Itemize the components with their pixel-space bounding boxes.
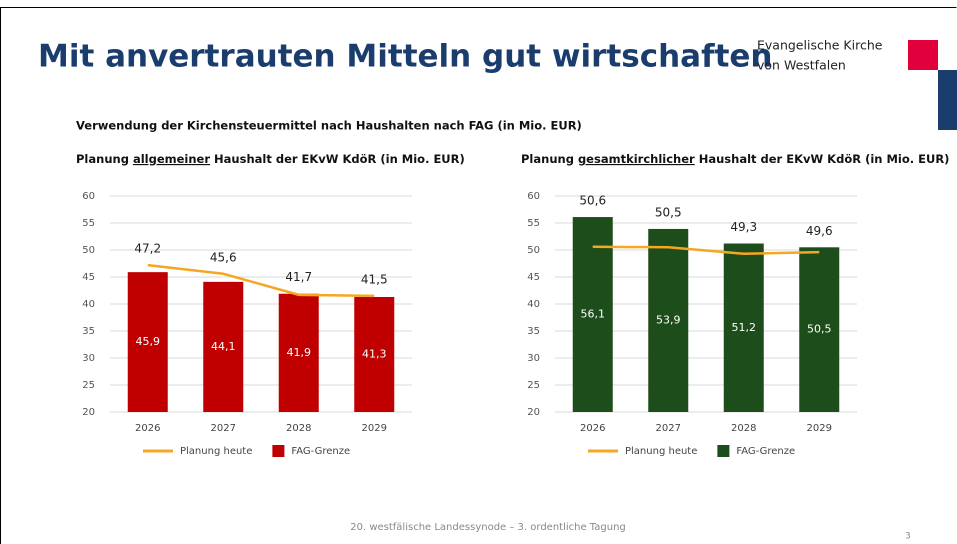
legend-swatch	[272, 445, 285, 457]
x-tick-label: 2026	[135, 423, 160, 434]
chart-title-part: Planung	[76, 152, 129, 166]
y-tick-label: 25	[82, 380, 95, 391]
legend-label: Planung heute	[625, 446, 697, 457]
y-tick-label: 45	[527, 272, 540, 283]
y-tick-label: 20	[82, 407, 95, 418]
line-value-label: 41,5	[361, 272, 388, 286]
legend-swatch	[717, 445, 730, 457]
chart-title-part: allgemeiner	[133, 152, 210, 166]
x-tick-label: 2026	[580, 423, 605, 434]
line	[147, 263, 375, 298]
logo-blue	[938, 70, 957, 130]
line-value-label: 50,6	[579, 194, 606, 208]
y-tick-label: 60	[527, 191, 540, 202]
bar-value-label: 56,1	[581, 308, 606, 321]
bar-value-label: 41,9	[287, 346, 312, 359]
line-value-label: 50,5	[655, 205, 682, 219]
bar-value-label: 51,2	[732, 321, 757, 334]
y-tick-label: 40	[82, 299, 95, 310]
x-tick-label: 2029	[362, 423, 387, 434]
x-tick-label: 2027	[211, 423, 236, 434]
bar-value-label: 44,1	[211, 340, 236, 353]
bar	[203, 281, 244, 412]
x-tick-label: 2028	[286, 423, 311, 434]
bar	[648, 228, 689, 412]
slide-border	[0, 7, 957, 544]
organization: Evangelische Kirche	[757, 38, 883, 53]
y-tick-label: 25	[527, 380, 540, 391]
bar	[354, 296, 395, 412]
y-tick-label: 60	[82, 191, 95, 202]
line	[592, 245, 820, 256]
organization: von Westfalen	[757, 58, 846, 73]
bar-value-label: 45,9	[136, 335, 161, 348]
y-tick-label: 30	[82, 353, 95, 364]
y-tick-label: 35	[82, 326, 95, 337]
y-tick-label: 50	[82, 245, 95, 256]
chart-title-part: gesamtkirchlicher	[578, 152, 695, 166]
chart-title: Planung gesamtkirchlicher Haushalt der E…	[521, 152, 949, 166]
chart-title: Planung allgemeiner Haushalt der EKvW Kd…	[76, 152, 465, 166]
y-tick-label: 40	[527, 299, 540, 310]
y-tick-label: 50	[527, 245, 540, 256]
legend-label: FAG-Grenze	[291, 446, 350, 457]
y-tick-label: 30	[527, 353, 540, 364]
y-tick-label: 20	[527, 407, 540, 418]
bar	[127, 272, 168, 412]
line-value-label: 47,2	[134, 242, 161, 256]
bar-value-label: 41,3	[362, 347, 387, 360]
y-tick-label: 45	[82, 272, 95, 283]
bar	[572, 217, 613, 412]
x-tick-label: 2029	[807, 423, 832, 434]
line-value-label: 45,6	[210, 250, 237, 264]
legend-label: FAG-Grenze	[736, 446, 795, 457]
legend-label: Planung heute	[180, 446, 252, 457]
bar	[723, 243, 764, 412]
chart-title-part: Haushalt der EKvW KdöR (in Mio. EUR)	[214, 152, 465, 166]
page-number: 3	[905, 532, 911, 542]
logo-red	[908, 40, 938, 70]
line-value-label: 41,7	[285, 270, 312, 284]
slide-title: Mit anvertrauten Mitteln gut wirtschafte…	[38, 39, 772, 75]
x-tick-label: 2027	[656, 423, 681, 434]
y-tick-label: 55	[82, 218, 95, 229]
bar	[799, 247, 840, 412]
bar	[278, 293, 319, 412]
y-tick-label: 35	[527, 326, 540, 337]
bar-value-label: 53,9	[656, 313, 681, 326]
x-tick-label: 2028	[731, 423, 756, 434]
y-tick-label: 55	[527, 218, 540, 229]
chart-title-part: Haushalt der EKvW KdöR (in Mio. EUR)	[699, 152, 950, 166]
section-title: Verwendung der Kirchensteuermittel nach …	[76, 119, 582, 133]
line-value-label: 49,3	[730, 220, 757, 234]
line-value-label: 49,6	[806, 224, 833, 238]
bar-value-label: 50,5	[807, 323, 832, 336]
chart-title-part: Planung	[521, 152, 574, 166]
footer: 20. westfälische Landessynode – 3. orden…	[350, 522, 626, 533]
